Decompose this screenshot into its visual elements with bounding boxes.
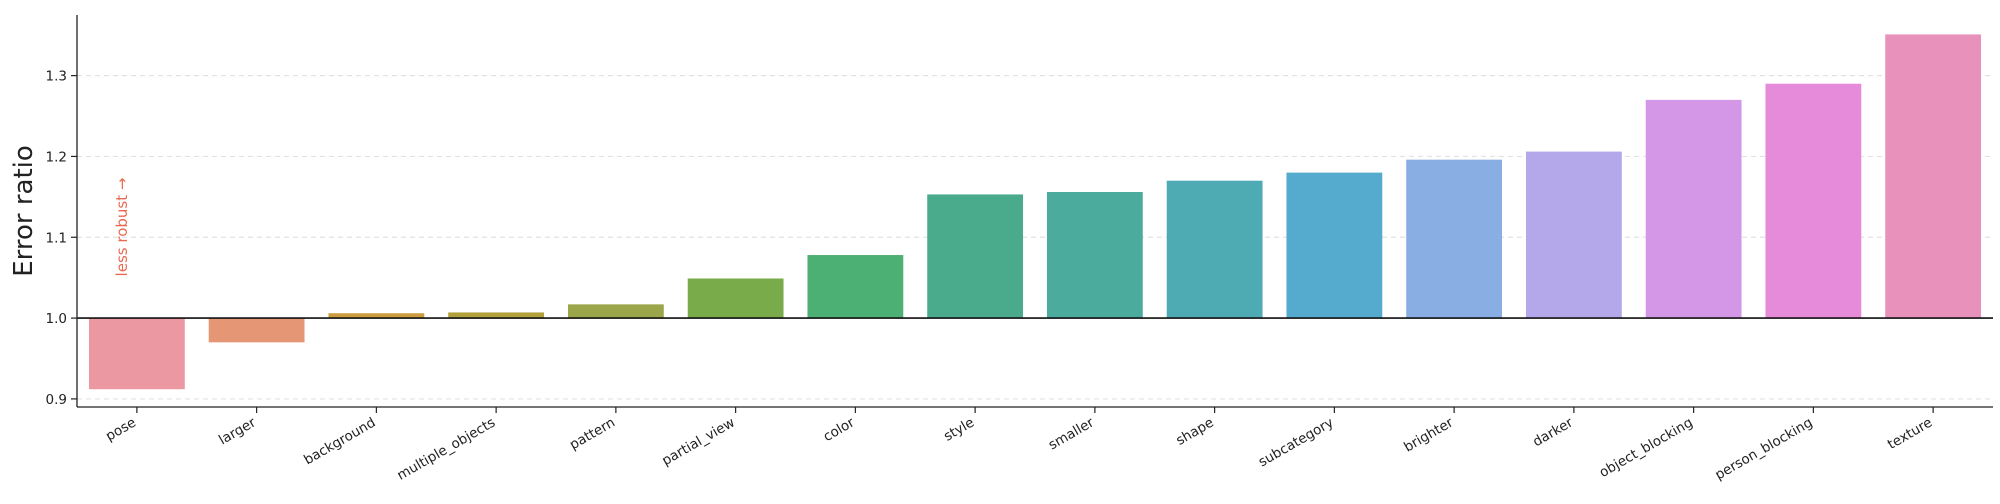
bar-pattern [567,304,664,319]
bar-object_blocking [1645,99,1742,319]
less-robust-annotation: less robust → [113,178,131,277]
x-tick-label: partial_view [659,415,737,470]
x-tick-label: brighter [1401,414,1456,455]
x-tick-label: style [941,415,977,445]
bar-color [807,255,904,319]
y-axis-label: Error ratio [9,145,39,277]
y-tick-label: 1.1 [46,230,67,246]
bar-person_blocking [1765,83,1862,319]
x-tick-label: larger [216,414,259,448]
bar-partial_view [687,278,784,319]
bar-shape [1166,180,1263,319]
bar-brighter [1406,159,1503,319]
x-tick-label: shape [1173,415,1216,449]
x-tick-label: person_blocking [1712,415,1815,484]
y-tick-label: 1.3 [46,69,67,85]
x-tick-label: pose [103,415,139,445]
y-tick-label: 1.0 [46,311,67,327]
x-tick-label: darker [1530,414,1576,450]
bar-darker [1525,151,1622,319]
bar-smaller [1046,192,1143,319]
y-tick-label: 1.2 [46,149,67,165]
x-tick-label: pattern [567,415,618,454]
bar-style [927,194,1024,319]
axis-layer [71,15,1993,413]
bar-layer [88,34,1982,390]
x-tick-label: multiple_objects [394,415,498,484]
bar-background [328,313,425,319]
bar-pose [88,318,185,390]
y-tick-label: 0.9 [46,392,67,408]
bar-larger [208,318,305,343]
x-tick-label: object_blocking [1597,415,1696,481]
x-tick-label: texture [1885,415,1935,453]
x-tick-label: background [301,415,378,469]
x-tick-label: color [821,414,858,445]
x-tick-label: smaller [1046,414,1098,453]
bar-subcategory [1286,172,1383,319]
bar-texture [1885,34,1982,319]
bar-multiple_objects [448,312,545,319]
x-tick-label: subcategory [1256,415,1337,471]
